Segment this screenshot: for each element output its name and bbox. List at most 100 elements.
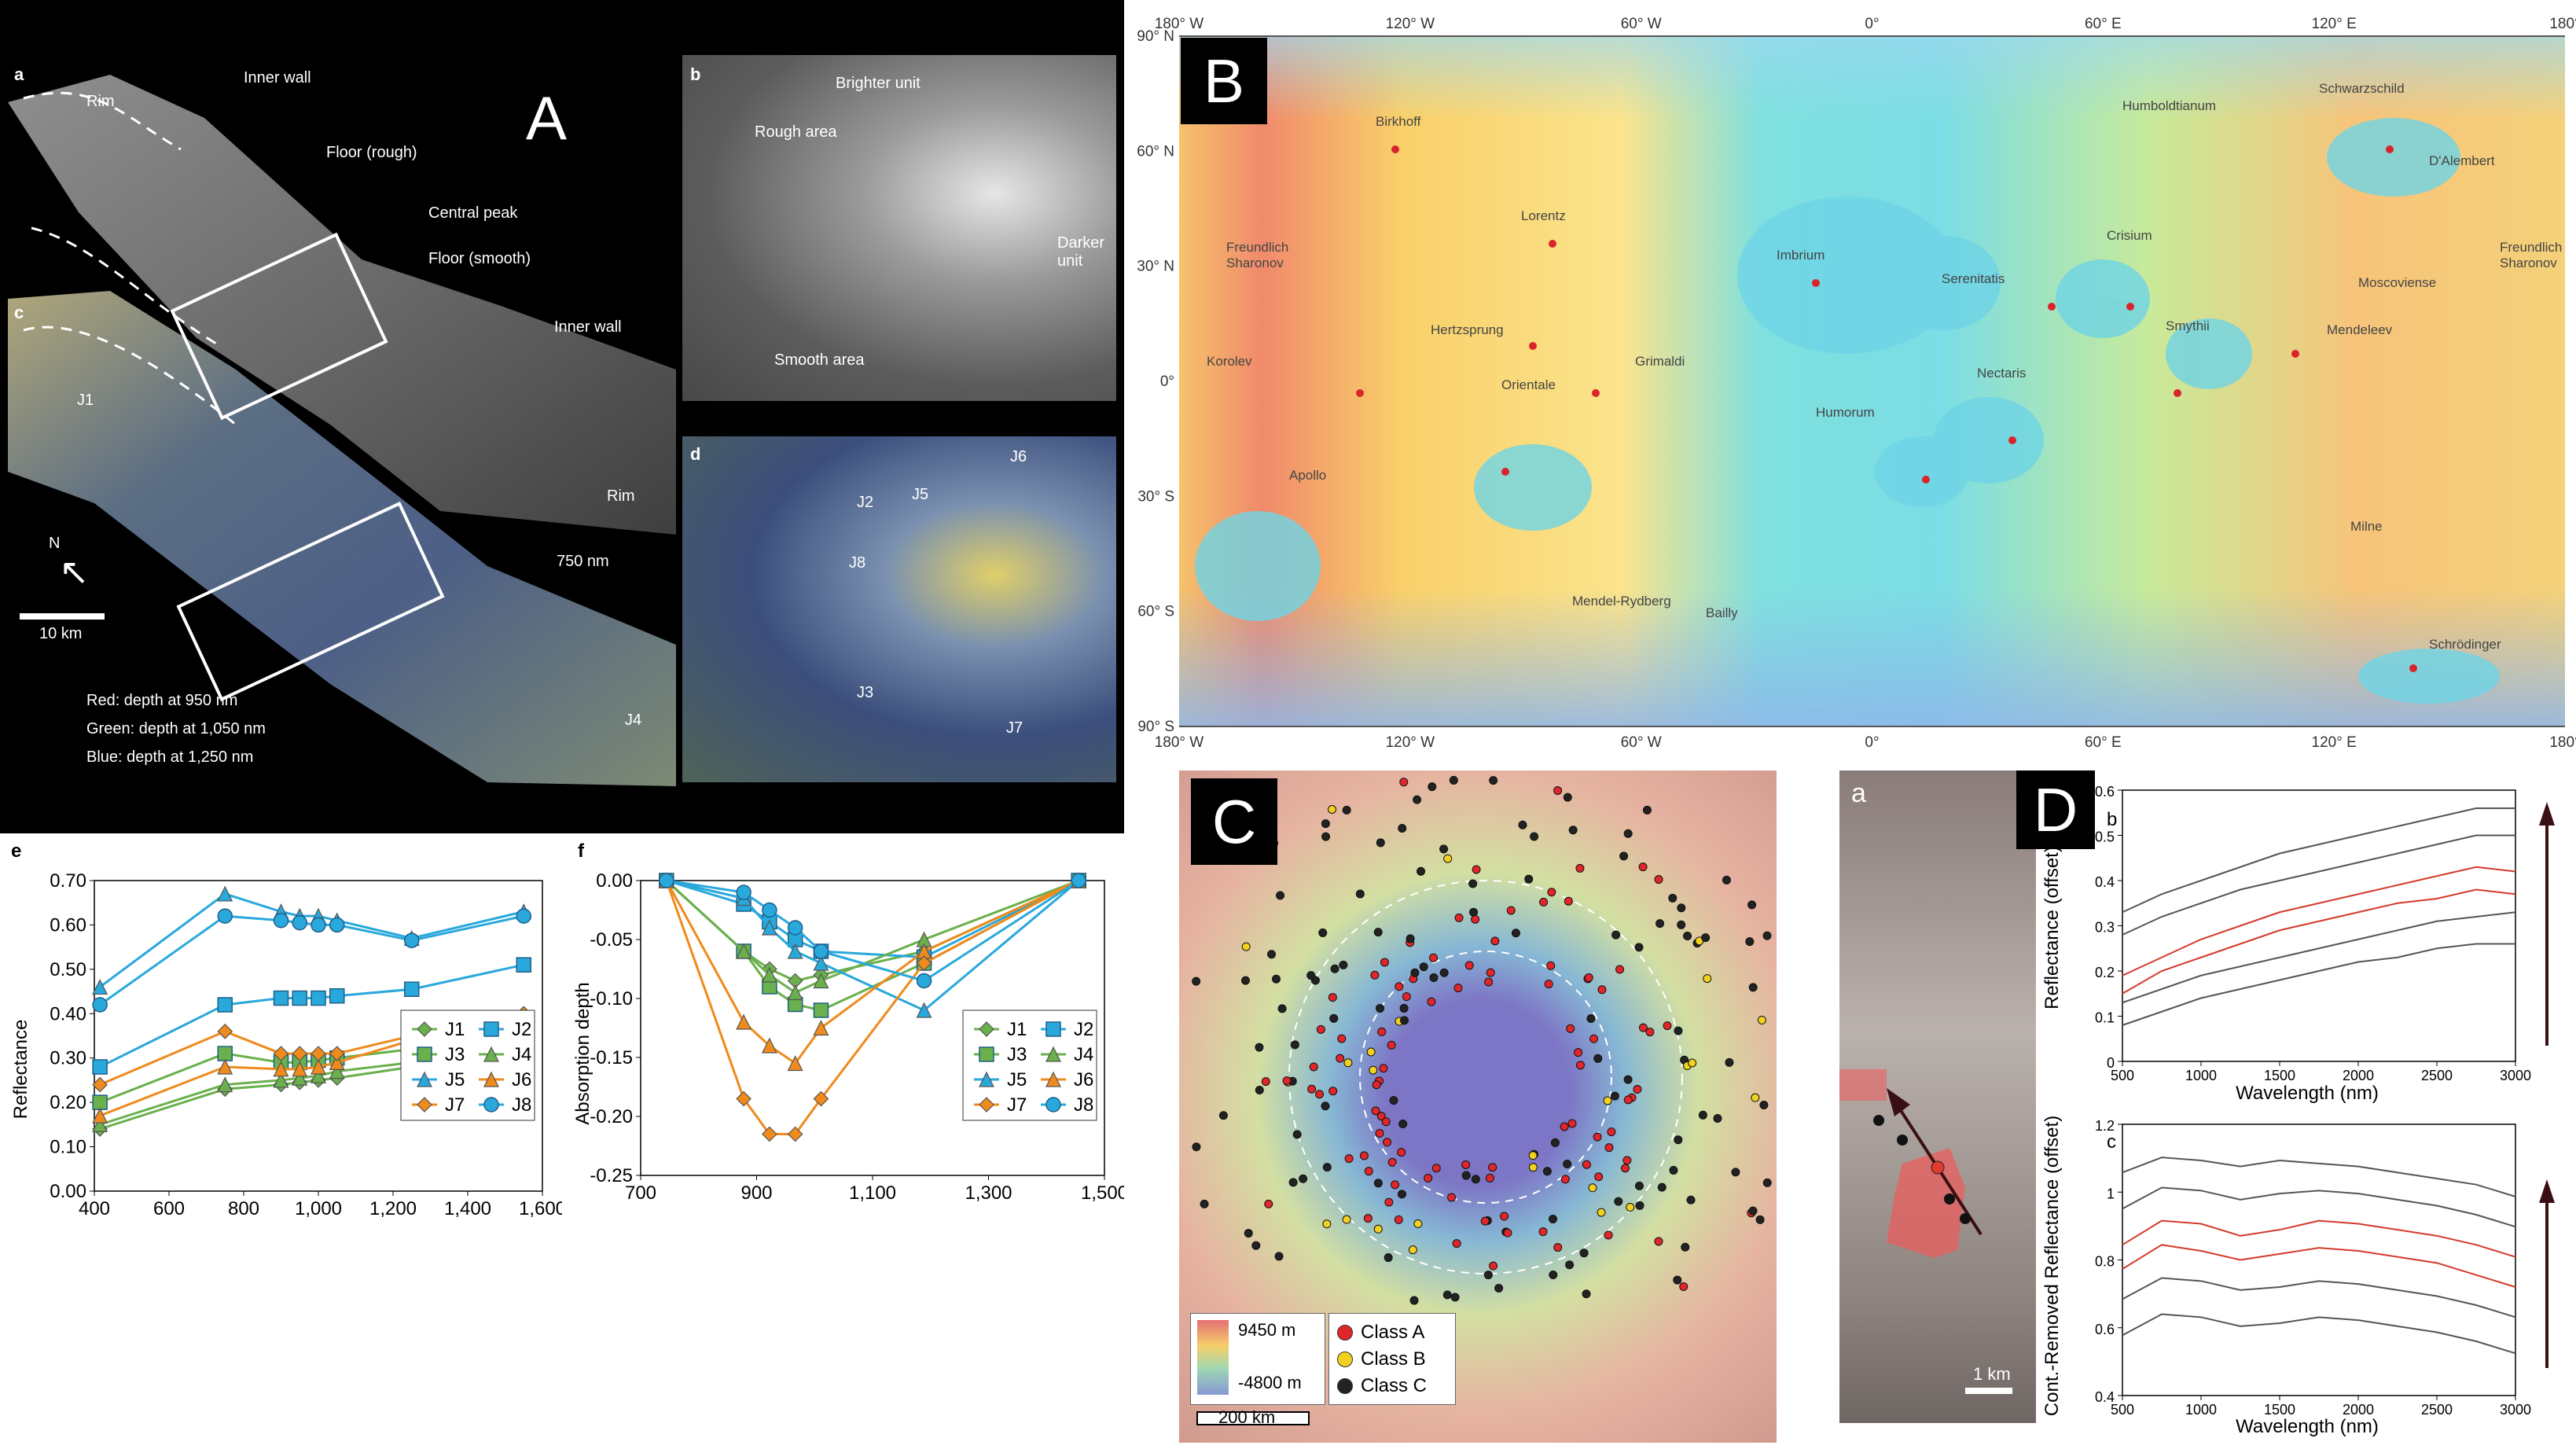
crater-dot: [1669, 1166, 1678, 1175]
crater-dot: [1588, 1183, 1597, 1193]
x-tick-label: 1,400: [444, 1198, 491, 1219]
crater-dot: [1472, 865, 1481, 874]
crater-dot: [1748, 1206, 1758, 1215]
crater-dot: [1623, 829, 1633, 838]
data-point-J8: [273, 913, 289, 929]
label-j4: J4: [625, 712, 642, 729]
crater-dot: [1381, 1117, 1391, 1127]
crater-dot: [1380, 958, 1389, 967]
crater-dot: [1547, 888, 1556, 897]
chart-d-b-xlabel: Wavelength (nm): [2236, 1083, 2379, 1104]
crater-dot: [1553, 786, 1563, 796]
data-point-J6: [329, 1054, 345, 1070]
legend-marker: [979, 1021, 994, 1037]
crater-dot: [1364, 1167, 1373, 1176]
legend-marker: [1045, 1021, 1061, 1037]
crater-dot: [1634, 943, 1644, 952]
crater-dot: [1429, 953, 1439, 962]
crater-dot: [1413, 1219, 1423, 1229]
data-point-J5: [916, 1002, 932, 1018]
crater-dot: [1486, 968, 1495, 977]
label-rim: Rim: [86, 93, 115, 110]
map-feature-label: Imbrium: [1777, 248, 1825, 263]
data-point-J4: [292, 1069, 308, 1086]
map-bottom-tick: 180° W: [1155, 734, 1204, 751]
y-tick-label: 0.6: [2095, 1322, 2115, 1337]
crater-dot: [1544, 980, 1553, 989]
y-tick-label: 0.40: [50, 1003, 86, 1024]
crater-dot: [1394, 1215, 1403, 1224]
panel-c: C 9450 m -4800 m Class A Class B Class C 2…: [1179, 770, 1777, 1443]
chart-d-c: c Cont.-Removed Reflectance (offset) Wav…: [2041, 1116, 2555, 1437]
crater-dot: [1372, 1080, 1381, 1090]
crater-dot: [1400, 1016, 1409, 1025]
crater-dot: [1722, 875, 1731, 884]
crater-dot: [1503, 1228, 1512, 1238]
legend-marker: [483, 1097, 499, 1112]
crater-dot: [1342, 805, 1351, 815]
crater-dot: [1469, 907, 1479, 917]
panel-d-sub-a: a: [1851, 778, 1866, 808]
y-tick-label: -0.15: [590, 1047, 633, 1068]
legend-label: J7: [1007, 1094, 1027, 1116]
crater-dot: [1546, 961, 1556, 970]
crater-dot: [1379, 1064, 1388, 1073]
scale-label: 10 km: [39, 625, 83, 642]
x-tick-label: 2000: [2343, 1068, 2374, 1083]
chart-f: f Absorption depth 700 900 1,100 1,300 1,500…: [562, 833, 1124, 1252]
y-tick-label: -0.20: [590, 1106, 633, 1127]
crater-dot: [1489, 776, 1498, 785]
label-darker-unit: Darker unit: [1057, 234, 1105, 270]
crater-dot: [1485, 1173, 1494, 1182]
crater-dot: [1688, 1058, 1697, 1068]
crater-dot: [1419, 962, 1428, 972]
crater-dot: [1560, 1175, 1570, 1184]
map-top-tick: 60° E: [2085, 16, 2122, 32]
crater-dot: [1582, 1289, 1591, 1299]
label-d-j6: J6: [1010, 448, 1027, 465]
panel-d-overlay: [1839, 1069, 2012, 1394]
legend-green: Green: depth at 1,050 nm: [86, 720, 266, 737]
chart-d-c-ylabel: Cont.-Removed Reflectance (offset): [2041, 1116, 2063, 1416]
crater-dot: [1604, 1230, 1613, 1240]
crater-dot: [1447, 1193, 1457, 1202]
map-bottom-tick: 120° E: [2312, 734, 2357, 751]
map-feature-label: Korolev: [1207, 354, 1252, 369]
data-point-J7: [916, 955, 932, 971]
crater-dot: [1417, 866, 1426, 876]
data-point-J7: [273, 1046, 289, 1061]
crater-dot: [1674, 1026, 1683, 1035]
data-point-J2: [273, 990, 289, 1006]
legend-marker: [417, 1021, 432, 1037]
crater-dot: [1468, 879, 1478, 888]
data-point-J8: [92, 997, 108, 1013]
map-bottom-tick: 60° W: [1621, 734, 1662, 751]
legend-label: J6: [512, 1069, 531, 1090]
scale-bar: [20, 613, 105, 620]
x-tick-label: 600: [153, 1198, 185, 1219]
crater-dot: [1369, 1065, 1378, 1075]
x-tick-label: 3000: [2500, 1068, 2531, 1083]
crater-dot: [1575, 863, 1585, 873]
chart-d-c-xlabel: Wavelength (nm): [2236, 1416, 2379, 1437]
crater-dot: [1614, 1197, 1623, 1206]
x-tick-label: 2500: [2421, 1402, 2453, 1418]
data-point-J8: [217, 908, 233, 924]
y-tick-label: -0.25: [590, 1165, 633, 1186]
data-point-J6: [736, 1013, 752, 1030]
chart-d-c-plot-area: 500 1000 1500 2000 2500 3000 0.4 0.6 0.8 1 1.2: [2095, 1118, 2531, 1418]
class-legend-item: Class B: [1337, 1348, 1426, 1370]
data-point-J4: [217, 1076, 233, 1093]
crater-dot: [1674, 1135, 1683, 1145]
crater-dot: [1391, 1180, 1400, 1190]
y-tick-label: 0.4: [2095, 874, 2115, 890]
crater-dot: [1623, 1075, 1633, 1084]
data-point-J3: [813, 1002, 829, 1018]
crater-dot: [1654, 1237, 1663, 1246]
series-line-5: [2122, 1313, 2516, 1355]
legend-label: J2: [512, 1019, 531, 1040]
crater-dot: [1725, 1057, 1734, 1067]
crater-dot: [1292, 1130, 1302, 1139]
legend-label: J8: [512, 1094, 531, 1116]
crater-dot: [1267, 950, 1277, 959]
